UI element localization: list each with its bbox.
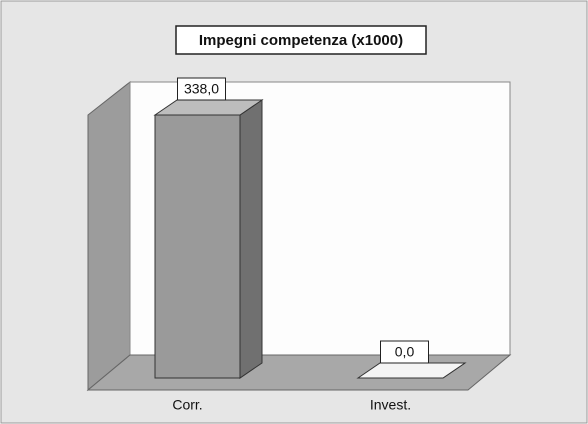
value-label-box (380, 340, 429, 364)
chart-title: Impegni competenza (x1000) (199, 32, 403, 49)
value-label: 0,0 (395, 344, 415, 360)
value-label: 338,0 (184, 81, 219, 97)
title-box (175, 25, 427, 55)
left-wall (87, 80, 131, 392)
value-label-box (177, 77, 226, 101)
bar-top (356, 362, 467, 379)
bar (154, 114, 241, 379)
x-tick-label: Invest. (370, 397, 411, 413)
bar-side (239, 99, 263, 379)
x-tick-label: Corr. (172, 397, 202, 413)
